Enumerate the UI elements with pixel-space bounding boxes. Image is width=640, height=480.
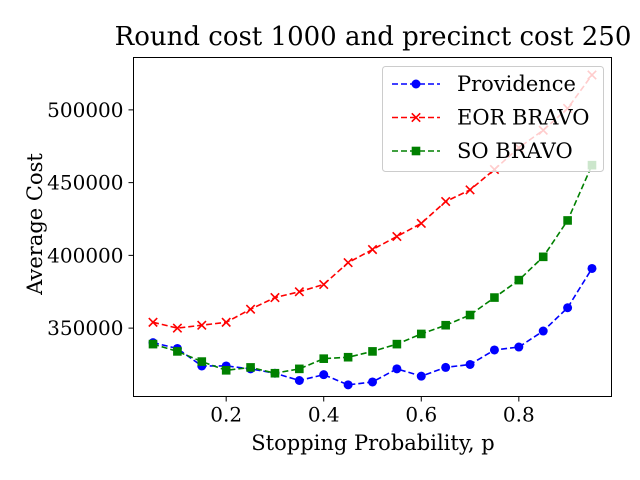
y-axis-label: Average Cost — [23, 153, 47, 296]
data-point-eor-bravo — [245, 304, 256, 314]
x-axis-label: Stopping Probability, p — [251, 431, 494, 455]
legend-box — [382, 66, 604, 172]
data-point-providence — [538, 326, 548, 336]
data-point-so-bravo — [148, 339, 158, 349]
data-point-so-bravo — [465, 310, 475, 320]
series-line-so-bravo — [152, 164, 593, 375]
data-point-providence — [563, 303, 573, 313]
data-point-providence — [465, 359, 475, 369]
data-point-so-bravo — [295, 364, 304, 374]
series-providence — [148, 263, 597, 390]
legend-marker — [411, 146, 421, 156]
legend-label: Providence — [457, 72, 576, 96]
data-point-eor-bravo — [172, 323, 183, 333]
data-point-providence — [343, 380, 353, 390]
data-point-so-bravo — [368, 347, 377, 356]
x-tick-label: 0.6 — [405, 403, 437, 427]
legend-entry-providence: Providence — [392, 72, 576, 96]
plot-area-frame — [133, 57, 612, 397]
data-point-providence — [319, 370, 329, 380]
data-point-providence — [514, 342, 524, 352]
data-point-providence — [489, 345, 499, 355]
legend-label: EOR BRAVO — [457, 106, 589, 130]
data-point-so-bravo — [490, 293, 499, 302]
data-point-so-bravo — [319, 354, 329, 363]
data-point-so-bravo — [343, 352, 353, 362]
data-point-so-bravo — [441, 320, 450, 330]
data-point-providence — [587, 263, 597, 273]
y-tick-label: 450000 — [47, 171, 123, 195]
data-point-eor-bravo — [197, 320, 207, 330]
data-point-eor-bravo — [465, 185, 475, 195]
data-point-so-bravo — [392, 339, 402, 349]
data-point-eor-bravo — [416, 218, 427, 229]
y-tick-label: 500000 — [47, 98, 123, 122]
legend-entry-so-bravo: SO BRAVO — [392, 139, 573, 163]
chart-title: Round cost 1000 and precinct cost 250 — [115, 22, 632, 52]
series-line-providence — [152, 268, 593, 386]
x-tick-label: 0.2 — [210, 403, 242, 427]
y-tick-label: 350000 — [47, 316, 123, 340]
data-point-so-bravo — [246, 363, 255, 372]
data-point-eor-bravo — [294, 286, 305, 297]
x-tick-label: 0.4 — [308, 403, 340, 427]
data-point-eor-bravo — [318, 279, 329, 290]
data-point-eor-bravo — [440, 196, 451, 207]
data-point-eor-bravo — [392, 231, 402, 242]
legend-label: SO BRAVO — [457, 139, 573, 163]
data-point-so-bravo — [173, 347, 182, 356]
data-point-eor-bravo — [367, 244, 378, 255]
data-point-providence — [392, 364, 402, 374]
data-point-so-bravo — [514, 275, 524, 285]
legend: Providence EOR BRAVO SO BRAVO — [382, 66, 604, 172]
axis-ticks: 0.2 0.4 0.6 0.8 350000 400000 450000 500000 — [47, 98, 535, 427]
data-point-so-bravo — [197, 357, 207, 366]
y-tick-label: 400000 — [47, 243, 123, 267]
data-point-providence — [294, 375, 304, 385]
data-point-providence — [368, 377, 377, 387]
data-point-so-bravo — [563, 216, 572, 225]
data-point-so-bravo — [221, 366, 231, 375]
data-point-providence — [441, 362, 451, 372]
data-point-so-bravo — [270, 368, 280, 378]
data-point-eor-bravo — [221, 317, 231, 328]
legend-marker — [411, 79, 421, 89]
series-so-bravo — [148, 160, 597, 378]
legend-entry-eor-bravo: EOR BRAVO — [392, 106, 589, 130]
data-point-eor-bravo — [148, 317, 158, 328]
data-point-eor-bravo — [270, 292, 280, 303]
data-point-so-bravo — [538, 252, 548, 262]
x-tick-label: 0.8 — [503, 403, 535, 427]
data-point-eor-bravo — [343, 257, 353, 268]
data-point-providence — [416, 371, 426, 381]
data-point-so-bravo — [416, 329, 426, 339]
legend-marker — [411, 112, 421, 123]
